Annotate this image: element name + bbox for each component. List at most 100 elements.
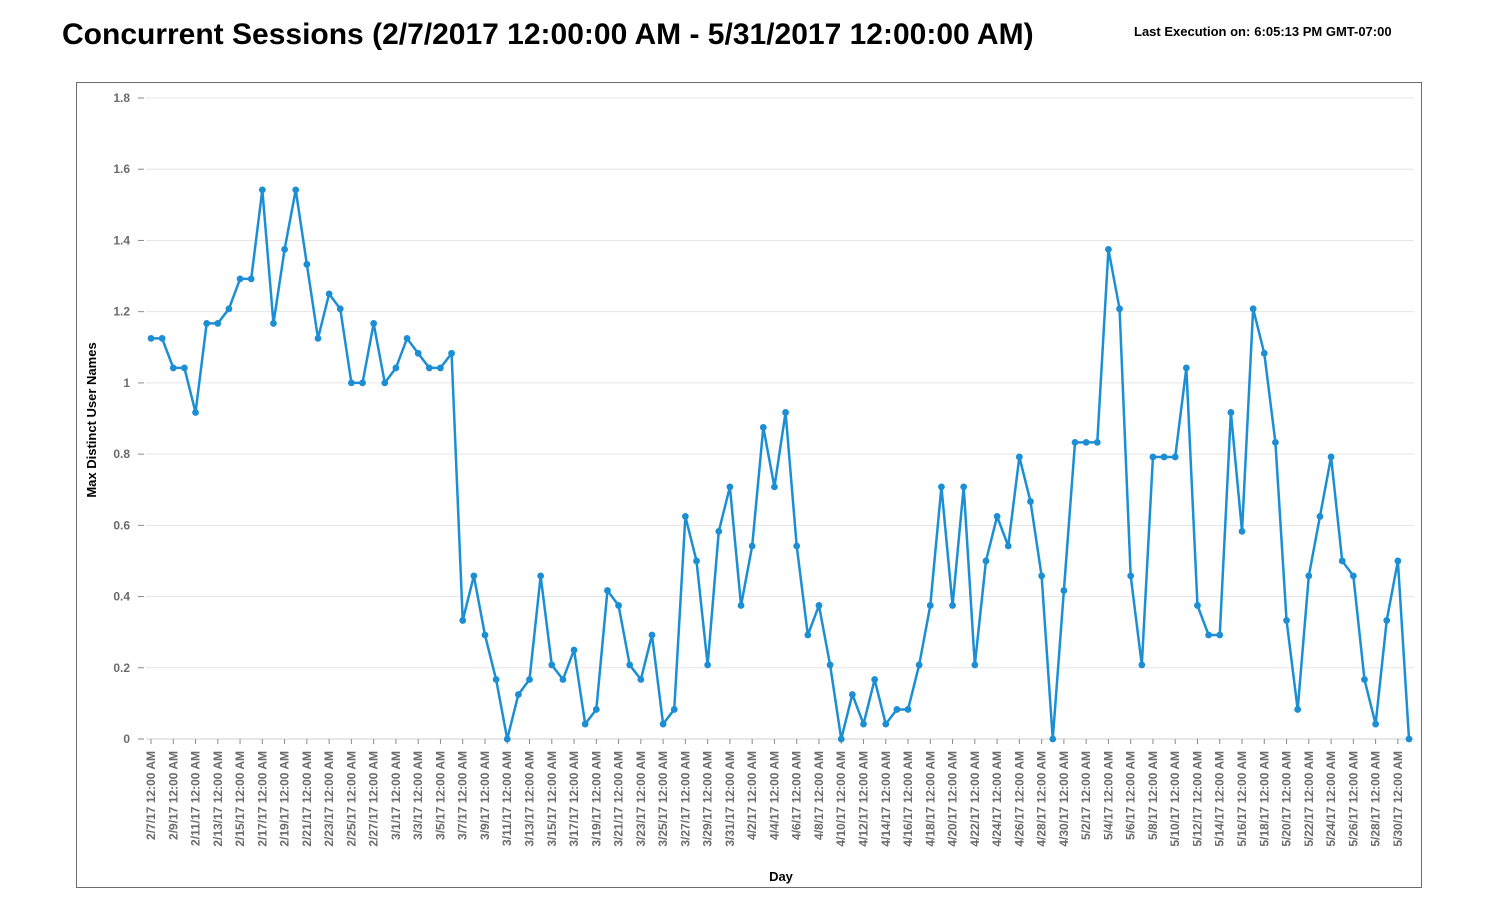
data-point[interactable] bbox=[425, 364, 433, 372]
data-point[interactable] bbox=[1116, 305, 1123, 313]
data-point[interactable] bbox=[960, 483, 968, 491]
data-point[interactable] bbox=[882, 720, 890, 728]
data-point[interactable] bbox=[904, 706, 912, 713]
data-point[interactable] bbox=[336, 305, 344, 313]
data-point[interactable] bbox=[1349, 572, 1357, 580]
data-point[interactable] bbox=[915, 661, 923, 669]
data-point[interactable] bbox=[848, 691, 856, 698]
data-point[interactable] bbox=[1283, 617, 1290, 624]
data-point[interactable] bbox=[258, 186, 266, 194]
data-point[interactable] bbox=[1015, 453, 1023, 461]
data-point[interactable] bbox=[281, 245, 288, 253]
data-point[interactable] bbox=[926, 602, 934, 609]
data-point[interactable] bbox=[804, 631, 812, 639]
data-point[interactable] bbox=[982, 557, 990, 565]
data-point[interactable] bbox=[1338, 557, 1346, 565]
data-point[interactable] bbox=[759, 424, 767, 431]
data-point[interactable] bbox=[1160, 453, 1168, 461]
data-point[interactable] bbox=[826, 661, 834, 669]
data-point[interactable] bbox=[670, 706, 678, 713]
data-point[interactable] bbox=[403, 334, 411, 342]
data-point[interactable] bbox=[1082, 438, 1090, 446]
data-point[interactable] bbox=[971, 661, 979, 669]
data-point[interactable] bbox=[1394, 557, 1402, 565]
data-point[interactable] bbox=[771, 483, 778, 491]
data-point[interactable] bbox=[1227, 409, 1235, 416]
data-point[interactable] bbox=[158, 334, 166, 342]
data-point[interactable] bbox=[392, 364, 400, 372]
data-point[interactable] bbox=[737, 602, 745, 609]
data-point[interactable] bbox=[782, 409, 789, 416]
data-point[interactable] bbox=[938, 483, 945, 491]
data-point[interactable] bbox=[1294, 706, 1302, 713]
data-point[interactable] bbox=[1049, 735, 1057, 743]
data-point[interactable] bbox=[581, 720, 589, 728]
data-point[interactable] bbox=[169, 364, 177, 372]
data-point[interactable] bbox=[347, 379, 355, 387]
data-point[interactable] bbox=[314, 334, 322, 342]
data-point[interactable] bbox=[1205, 631, 1213, 639]
data-point[interactable] bbox=[526, 676, 533, 683]
data-point[interactable] bbox=[993, 513, 1001, 520]
data-point[interactable] bbox=[860, 720, 867, 728]
data-point[interactable] bbox=[815, 602, 823, 609]
data-point[interactable] bbox=[537, 572, 545, 580]
data-point[interactable] bbox=[1372, 720, 1380, 728]
data-point[interactable] bbox=[1361, 676, 1368, 683]
data-point[interactable] bbox=[470, 572, 478, 580]
data-point[interactable] bbox=[793, 542, 801, 550]
data-point[interactable] bbox=[225, 305, 233, 313]
data-point[interactable] bbox=[1194, 602, 1201, 609]
data-point[interactable] bbox=[1038, 572, 1046, 580]
data-point[interactable] bbox=[1149, 453, 1157, 461]
data-point[interactable] bbox=[626, 661, 634, 669]
data-point[interactable] bbox=[180, 364, 188, 372]
data-point[interactable] bbox=[247, 275, 255, 283]
data-point[interactable] bbox=[1138, 661, 1146, 669]
data-point[interactable] bbox=[1383, 617, 1391, 624]
data-point[interactable] bbox=[559, 676, 567, 683]
data-point[interactable] bbox=[715, 527, 723, 535]
data-point[interactable] bbox=[1004, 542, 1012, 550]
data-point[interactable] bbox=[492, 676, 500, 683]
data-point[interactable] bbox=[381, 379, 389, 387]
data-point[interactable] bbox=[615, 602, 622, 609]
data-point[interactable] bbox=[203, 320, 211, 327]
data-point[interactable] bbox=[659, 720, 667, 728]
data-point[interactable] bbox=[1071, 438, 1079, 446]
data-point[interactable] bbox=[1105, 245, 1112, 253]
data-point[interactable] bbox=[1182, 364, 1190, 372]
data-point[interactable] bbox=[949, 602, 956, 609]
data-point[interactable] bbox=[325, 290, 333, 298]
data-point[interactable] bbox=[1260, 349, 1268, 357]
data-point[interactable] bbox=[459, 617, 467, 624]
data-point[interactable] bbox=[726, 483, 734, 491]
data-point[interactable] bbox=[592, 706, 600, 713]
data-point[interactable] bbox=[1305, 572, 1313, 580]
data-point[interactable] bbox=[437, 364, 444, 372]
data-point[interactable] bbox=[292, 186, 300, 194]
data-point[interactable] bbox=[681, 513, 689, 520]
data-point[interactable] bbox=[481, 631, 489, 639]
data-point[interactable] bbox=[1027, 498, 1034, 505]
data-point[interactable] bbox=[837, 735, 845, 743]
data-point[interactable] bbox=[604, 587, 611, 594]
data-point[interactable] bbox=[1060, 587, 1068, 594]
data-point[interactable] bbox=[570, 646, 578, 654]
data-point[interactable] bbox=[693, 557, 700, 565]
data-point[interactable] bbox=[704, 661, 712, 669]
data-point[interactable] bbox=[370, 320, 378, 327]
data-point[interactable] bbox=[448, 349, 455, 357]
data-point[interactable] bbox=[1327, 453, 1335, 461]
data-point[interactable] bbox=[236, 275, 244, 283]
data-point[interactable] bbox=[503, 735, 511, 743]
data-point[interactable] bbox=[748, 542, 756, 550]
data-point[interactable] bbox=[147, 334, 155, 342]
data-point[interactable] bbox=[637, 676, 645, 683]
data-point[interactable] bbox=[414, 349, 422, 357]
data-point[interactable] bbox=[871, 676, 879, 683]
data-point[interactable] bbox=[514, 691, 522, 698]
data-point[interactable] bbox=[548, 661, 556, 669]
data-point[interactable] bbox=[1171, 453, 1179, 461]
data-point[interactable] bbox=[893, 706, 901, 713]
